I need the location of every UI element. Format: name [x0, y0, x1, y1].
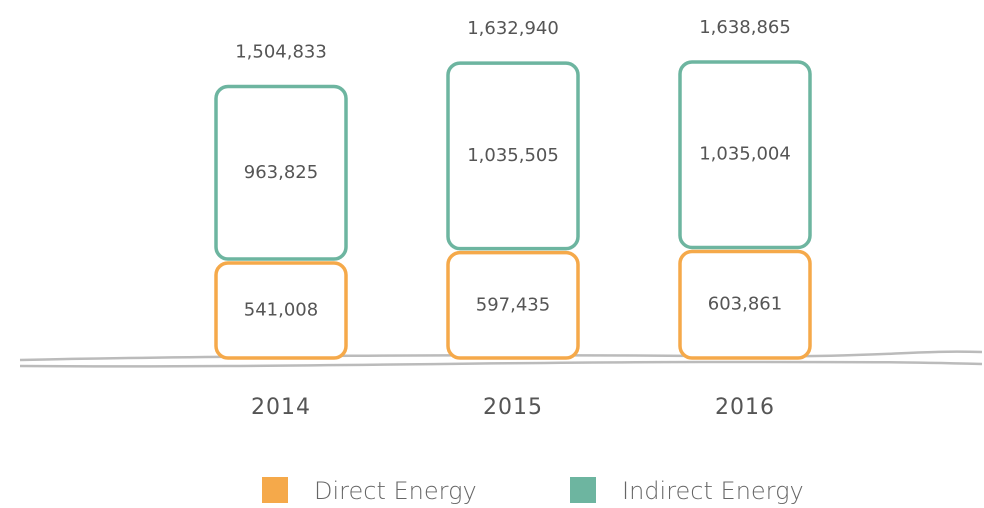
bar-segment — [446, 250, 580, 360]
x-tick-label: 2014 — [251, 395, 311, 420]
value-label: 597,435 — [476, 294, 550, 315]
bar-segment — [214, 84, 348, 261]
legend-label: Direct Energy — [314, 477, 477, 505]
total-label: 1,632,940 — [467, 18, 559, 39]
x-tick-label: 2015 — [483, 395, 543, 420]
x-tick-label: 2016 — [715, 395, 775, 420]
bar-segment — [446, 61, 580, 251]
legend-swatch — [262, 477, 288, 503]
legend-label: Indirect Energy — [622, 477, 804, 505]
value-label: 541,008 — [244, 299, 318, 320]
total-label: 1,504,833 — [235, 42, 327, 63]
value-label: 963,825 — [244, 162, 318, 183]
legend-swatch — [570, 477, 596, 503]
value-label: 603,861 — [708, 294, 782, 315]
baseline — [19, 350, 983, 368]
total-label: 1,638,865 — [699, 17, 791, 38]
value-label: 1,035,505 — [467, 145, 559, 166]
bar-segment — [678, 249, 812, 360]
bar-segment — [214, 261, 348, 360]
bar-segment — [678, 60, 812, 250]
value-label: 1,035,004 — [699, 144, 791, 165]
